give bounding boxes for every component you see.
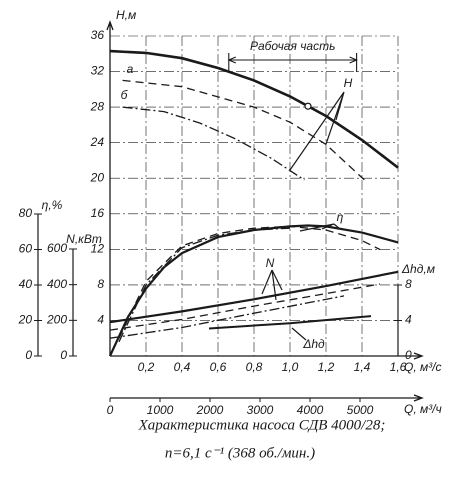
y-axis-title: H,м xyxy=(116,8,136,22)
y-tick-label: 16 xyxy=(91,206,105,220)
dh-tick-label: 0 xyxy=(405,348,412,362)
x-tick-label: 0,8 xyxy=(246,360,263,374)
n-tick-label: 0 xyxy=(60,348,67,362)
x2-tick-label: 4000 xyxy=(297,403,324,417)
curve xyxy=(118,225,381,339)
x-tick-label: 1,2 xyxy=(318,360,335,374)
x2-tick-label: 5000 xyxy=(347,403,374,417)
y-tick-label: 28 xyxy=(90,99,105,113)
eta-tick-label: 0 xyxy=(25,348,32,362)
x2-axis-title: Q, м³/ч xyxy=(404,402,442,416)
x2-tick-label: 1000 xyxy=(147,403,174,417)
n-tick-label: 400 xyxy=(47,277,67,291)
dh-tick-label: 8 xyxy=(405,277,412,291)
eta-axis-title: η,% xyxy=(42,198,63,212)
curve xyxy=(109,283,381,331)
x2-tick-label: 3000 xyxy=(247,403,274,417)
curve-label: H xyxy=(344,76,353,90)
x2-tick-label: 0 xyxy=(107,403,114,417)
leaders xyxy=(261,91,345,341)
y-tick-label: 4 xyxy=(97,313,104,327)
curve-label: Δhд xyxy=(302,337,325,351)
working-zone xyxy=(227,53,358,72)
x-tick-label: 0,2 xyxy=(138,360,155,374)
x-tick-label: 1,0 xyxy=(282,360,299,374)
curve-label: η xyxy=(337,210,344,224)
curve xyxy=(118,227,291,343)
x-tick-label: 0,6 xyxy=(210,360,227,374)
y-tick-label: 36 xyxy=(91,28,105,42)
y-tick-label: 24 xyxy=(90,135,105,149)
y-tick-label: 32 xyxy=(91,64,105,78)
dh-leader xyxy=(291,327,307,341)
eta-tick-label: 40 xyxy=(19,277,33,291)
y-tick-label: 20 xyxy=(90,170,105,184)
eta-tick-label: 80 xyxy=(19,206,33,220)
curve xyxy=(208,315,372,330)
y-tick-label: 12 xyxy=(91,242,105,256)
x-tick-label: 1,4 xyxy=(354,360,371,374)
dh-axis-title: Δhд,м xyxy=(401,262,435,276)
curve xyxy=(122,79,368,184)
chart-subtitle: n=6,1 с⁻¹ (368 об./мин.) xyxy=(165,445,315,461)
curve-label: N xyxy=(266,256,275,270)
design-point xyxy=(304,102,312,110)
working-zone-label: Рабочая часть xyxy=(250,39,335,53)
y-axis xyxy=(106,20,114,356)
x-tick-label: 0,4 xyxy=(174,360,191,374)
h-leader xyxy=(289,91,345,171)
x2-tick-label: 2000 xyxy=(196,403,224,417)
curve-label: а xyxy=(127,62,134,76)
curve xyxy=(109,224,399,357)
y-tick-label: 8 xyxy=(97,277,104,291)
n-tick-label: 600 xyxy=(47,241,67,255)
eta-tick-label: 60 xyxy=(19,242,33,256)
dh-tick-label: 4 xyxy=(405,313,412,327)
curve xyxy=(109,49,399,169)
curve xyxy=(122,106,305,181)
x2-axis xyxy=(110,394,424,402)
curve-label: б xyxy=(121,88,129,102)
chart-title: Характеристика насоса СДВ 4000/28; xyxy=(138,417,386,433)
n-tick-label: 200 xyxy=(46,313,67,327)
n-axis-title: N,кВт xyxy=(66,232,102,246)
x-axis xyxy=(110,352,424,360)
x-tick-label: 1,6 xyxy=(390,360,407,374)
curve xyxy=(109,295,345,339)
x-axis-title: Q, м³/с xyxy=(404,360,442,374)
eta-tick-label: 20 xyxy=(18,313,33,327)
curve xyxy=(109,270,399,324)
